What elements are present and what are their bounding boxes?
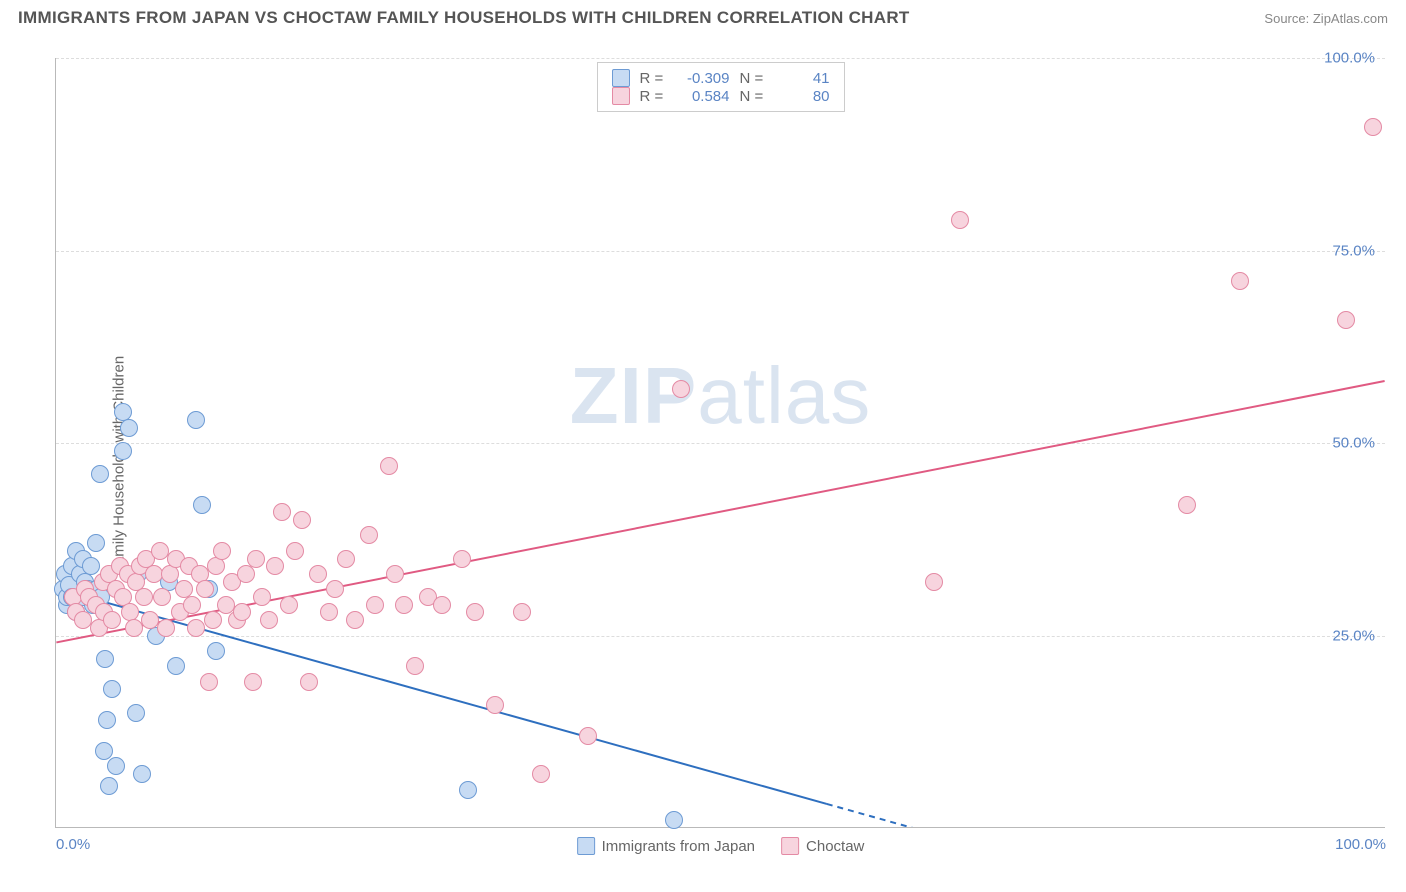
swatch-series-2 <box>781 837 799 855</box>
data-point <box>153 588 171 606</box>
data-point <box>213 542 231 560</box>
data-point <box>286 542 304 560</box>
chart-title: IMMIGRANTS FROM JAPAN VS CHOCTAW FAMILY … <box>18 8 910 28</box>
data-point <box>366 596 384 614</box>
data-point <box>193 496 211 514</box>
data-point <box>320 603 338 621</box>
stat-label-n: N = <box>740 70 768 87</box>
data-point <box>273 503 291 521</box>
data-point <box>204 611 222 629</box>
data-point <box>95 742 113 760</box>
data-point <box>120 419 138 437</box>
data-point <box>293 511 311 529</box>
legend-label-2: Choctaw <box>806 838 864 855</box>
data-point <box>672 380 690 398</box>
data-point <box>466 603 484 621</box>
data-point <box>100 777 118 795</box>
x-tick-label: 0.0% <box>56 836 90 853</box>
data-point <box>244 673 262 691</box>
data-point <box>260 611 278 629</box>
data-point <box>91 465 109 483</box>
source-label: Source: <box>1264 11 1309 26</box>
data-point <box>98 711 116 729</box>
data-point <box>187 411 205 429</box>
data-point <box>87 534 105 552</box>
stat-value-n-1: 41 <box>778 70 830 87</box>
legend-stats: R = -0.309 N = 41 R = 0.584 N = 80 <box>597 62 845 112</box>
data-point <box>337 550 355 568</box>
data-point <box>127 704 145 722</box>
data-point <box>395 596 413 614</box>
data-point <box>253 588 271 606</box>
data-point <box>380 457 398 475</box>
legend-stats-row-1: R = -0.309 N = 41 <box>612 69 830 87</box>
data-point <box>951 211 969 229</box>
data-point <box>326 580 344 598</box>
source-attribution: Source: ZipAtlas.com <box>1264 11 1388 26</box>
data-point <box>486 696 504 714</box>
data-point <box>247 550 265 568</box>
data-point <box>459 781 477 799</box>
legend-item-1: Immigrants from Japan <box>577 837 755 855</box>
data-point <box>1178 496 1196 514</box>
legend-stats-row-2: R = 0.584 N = 80 <box>612 87 830 105</box>
stat-label-r: R = <box>640 88 668 105</box>
data-point <box>82 557 100 575</box>
data-point <box>233 603 251 621</box>
data-point <box>532 765 550 783</box>
data-point <box>183 596 201 614</box>
data-point <box>167 657 185 675</box>
data-point <box>300 673 318 691</box>
stat-value-r-2: 0.584 <box>678 88 730 105</box>
data-point <box>207 642 225 660</box>
data-point <box>161 565 179 583</box>
data-point <box>925 573 943 591</box>
swatch-series-1 <box>612 69 630 87</box>
stat-label-r: R = <box>640 70 668 87</box>
swatch-series-2 <box>612 87 630 105</box>
data-point <box>96 650 114 668</box>
plot-area: ZIPatlas R = -0.309 N = 41 R = 0.584 N =… <box>55 58 1385 828</box>
stat-value-n-2: 80 <box>778 88 830 105</box>
data-point <box>280 596 298 614</box>
data-point <box>1337 311 1355 329</box>
swatch-series-1 <box>577 837 595 855</box>
data-point <box>196 580 214 598</box>
data-point <box>103 611 121 629</box>
data-point <box>1364 118 1382 136</box>
x-tick-label: 100.0% <box>1335 836 1386 853</box>
data-point <box>133 765 151 783</box>
scatter-points <box>56 58 1385 827</box>
data-point <box>207 557 225 575</box>
data-point <box>237 565 255 583</box>
stat-label-n: N = <box>740 88 768 105</box>
data-point <box>433 596 451 614</box>
data-point <box>579 727 597 745</box>
legend-label-1: Immigrants from Japan <box>602 838 755 855</box>
data-point <box>309 565 327 583</box>
data-point <box>157 619 175 637</box>
data-point <box>386 565 404 583</box>
data-point <box>187 619 205 637</box>
data-point <box>107 757 125 775</box>
data-point <box>360 526 378 544</box>
data-point <box>665 811 683 829</box>
data-point <box>266 557 284 575</box>
data-point <box>346 611 364 629</box>
data-point <box>453 550 471 568</box>
data-point <box>200 673 218 691</box>
data-point <box>406 657 424 675</box>
source-link[interactable]: ZipAtlas.com <box>1313 11 1388 26</box>
data-point <box>135 588 153 606</box>
data-point <box>513 603 531 621</box>
stat-value-r-1: -0.309 <box>678 70 730 87</box>
data-point <box>103 680 121 698</box>
legend-item-2: Choctaw <box>781 837 864 855</box>
data-point <box>1231 272 1249 290</box>
legend-series: Immigrants from Japan Choctaw <box>577 837 865 855</box>
data-point <box>114 442 132 460</box>
